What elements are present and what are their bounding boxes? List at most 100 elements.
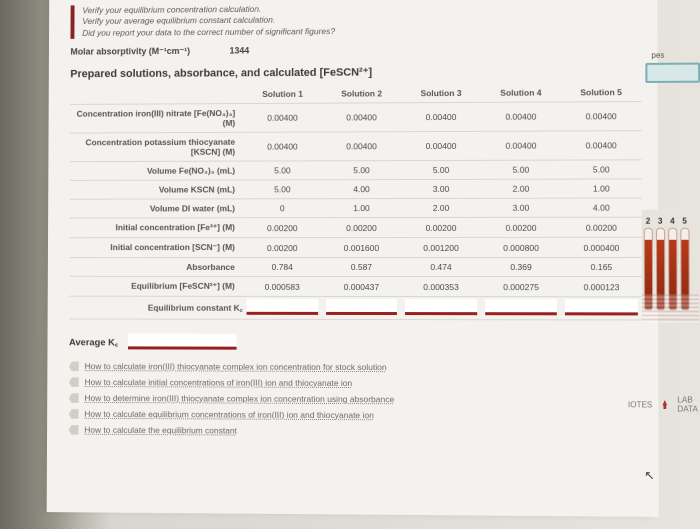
- kc-row: Equilibrium constant K꜀: [69, 297, 642, 321]
- row-label: Volume Fe(NO₃)₃ (mL): [70, 162, 243, 181]
- kc-input[interactable]: [485, 300, 557, 316]
- data-cell: 0.00400: [243, 104, 322, 133]
- tube-number: 2: [646, 217, 651, 226]
- hint-item[interactable]: How to calculate initial concentrations …: [69, 377, 642, 389]
- data-cell: 5.00: [243, 161, 322, 180]
- kc-input[interactable]: [565, 300, 638, 316]
- data-cell: 5.00: [322, 161, 401, 180]
- tube-number: 5: [682, 217, 687, 226]
- data-cell: 0.00400: [481, 131, 561, 160]
- data-cell: 5.00: [561, 160, 642, 179]
- kc-input[interactable]: [405, 299, 477, 315]
- row-label: Volume KSCN (mL): [70, 180, 243, 199]
- data-cell: 0.00400: [561, 102, 642, 131]
- table-row: Concentration potassium thiocyanate [KSC…: [70, 131, 642, 162]
- data-cell: 0.00400: [322, 132, 401, 161]
- average-kc-row: Average K꜀: [69, 334, 642, 351]
- hint-item[interactable]: How to calculate equilibrium concentrati…: [69, 409, 642, 422]
- hint-item[interactable]: How to determine iron(III) thiocyanate c…: [69, 393, 642, 405]
- table-row: Volume DI water (mL)01.002.003.004.00: [70, 198, 642, 218]
- average-kc-input[interactable]: [128, 334, 237, 350]
- row-label: Volume DI water (mL): [70, 199, 243, 218]
- notes-tab[interactable]: IOTES: [628, 400, 652, 409]
- tag-icon: [69, 377, 79, 387]
- col-header: Solution 2: [322, 85, 401, 104]
- data-cell: 0.00200: [481, 218, 561, 238]
- hint-item[interactable]: How to calculate the equilibrium constan…: [69, 425, 643, 438]
- kc-cell: [481, 297, 561, 320]
- lab-worksheet: Verify your equilibrium concentration ca…: [47, 0, 659, 517]
- data-cell: 1.00: [322, 199, 401, 218]
- data-cell: 0.000437: [322, 277, 401, 297]
- data-cell: 0.00200: [243, 218, 322, 238]
- labdata-tab[interactable]: LAB DATA: [677, 395, 699, 413]
- hint-item[interactable]: How to calculate iron(III) thiocyanate c…: [69, 362, 642, 374]
- col-header: Solution 3: [401, 84, 481, 103]
- data-cell: 0.000800: [481, 238, 561, 258]
- hint-text: How to determine iron(III) thiocyanate c…: [84, 393, 394, 404]
- data-cell: 0.474: [401, 258, 481, 277]
- tag-icon: [69, 362, 79, 372]
- data-cell: 0.001200: [401, 238, 481, 258]
- data-cell: 5.00: [243, 180, 322, 199]
- table-row: Volume KSCN (mL)5.004.003.002.001.00: [70, 179, 642, 199]
- data-table: Solution 1 Solution 2 Solution 3 Solutio…: [69, 83, 642, 320]
- row-label: Equilibrium [FeSCN²⁺] (M): [69, 277, 242, 297]
- kc-cell: [561, 297, 642, 320]
- data-cell: 3.00: [401, 180, 481, 199]
- data-cell: 0.000275: [481, 277, 561, 297]
- data-cell: 1.00: [561, 179, 642, 198]
- table-row: Initial concentration [Fe³⁺] (M)0.002000…: [70, 218, 642, 239]
- table-row: Absorbance0.7840.5870.4740.3690.165: [69, 258, 641, 277]
- tube-number: 3: [658, 217, 663, 226]
- data-cell: 0.000583: [243, 277, 322, 297]
- table-row: Initial concentration [SCN⁻] (M)0.00200 0…: [69, 238, 641, 258]
- tube-rack-grid: [642, 294, 699, 322]
- hint-text: How to calculate initial concentrations …: [85, 377, 353, 388]
- molar-label: Molar absorptivity (M⁻¹cm⁻¹): [70, 46, 190, 58]
- col-header: Solution 5: [561, 83, 641, 102]
- data-cell: 5.00: [481, 160, 561, 179]
- tag-icon: [69, 425, 79, 435]
- data-cell: 0.00400: [322, 103, 401, 132]
- data-cell: 0.784: [243, 258, 322, 277]
- cursor-icon: ↖: [644, 468, 654, 482]
- data-cell: 0.165: [561, 258, 642, 277]
- data-cell: 2.00: [481, 180, 561, 199]
- row-label: Concentration potassium thiocyanate [KSC…: [70, 133, 243, 162]
- section-title: Prepared solutions, absorbance, and calc…: [70, 64, 641, 80]
- data-cell: 0.000123: [561, 277, 642, 297]
- kc-input[interactable]: [326, 299, 398, 315]
- col-header: Solution 4: [481, 84, 561, 103]
- row-label: Absorbance: [69, 258, 242, 277]
- data-cell: 4.00: [322, 180, 401, 199]
- data-cell: 0.00200: [401, 218, 481, 238]
- data-cell: 0: [243, 199, 322, 218]
- footer-tabs: IOTES LAB DATA: [628, 395, 699, 414]
- hint-text: How to calculate equilibrium concentrati…: [84, 409, 373, 420]
- data-cell: 0.587: [322, 258, 401, 277]
- row-label: Concentration iron(III) nitrate [Fe(NO₃)…: [70, 104, 243, 133]
- data-cell: 3.00: [481, 199, 561, 218]
- molar-value: 1344: [229, 46, 249, 57]
- tissue-box: pes: [645, 63, 700, 83]
- data-cell: 0.00200: [561, 218, 642, 238]
- data-cell: 0.00400: [401, 103, 481, 132]
- download-icon[interactable]: [662, 400, 667, 409]
- average-kc-label: Average K꜀: [69, 335, 118, 348]
- data-cell: 2.00: [401, 199, 481, 218]
- table-row: Equilibrium [FeSCN²⁺] (M)0.0005830.00043…: [69, 277, 642, 297]
- data-cell: 0.00400: [481, 102, 561, 131]
- data-cell: 0.000353: [401, 277, 481, 297]
- tube-number: 4: [670, 217, 675, 226]
- row-label: Initial concentration [Fe³⁺] (M): [70, 218, 243, 238]
- data-cell: 0.000400: [561, 238, 642, 258]
- kc-input[interactable]: [247, 299, 318, 315]
- row-label: Initial concentration [SCN⁻] (M): [69, 238, 242, 258]
- data-cell: 0.00200: [243, 238, 322, 258]
- table-row: Volume Fe(NO₃)₃ (mL)5.005.005.005.005.00: [70, 160, 642, 181]
- tag-icon: [69, 393, 79, 403]
- hint-text: How to calculate iron(III) thiocyanate c…: [85, 362, 387, 373]
- kc-cell: [243, 297, 322, 320]
- data-cell: 4.00: [561, 198, 642, 217]
